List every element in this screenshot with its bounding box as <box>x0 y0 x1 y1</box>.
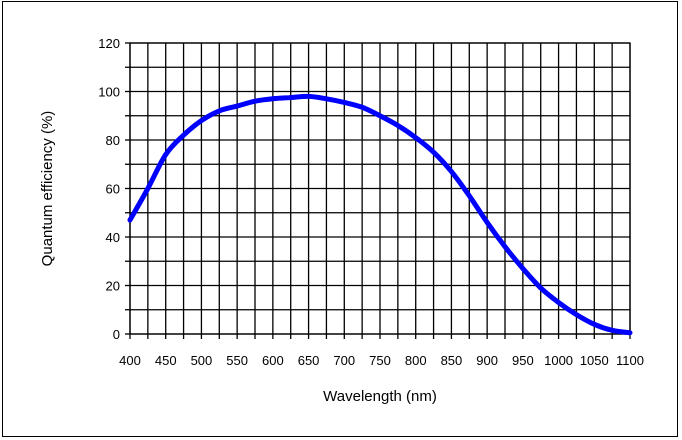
x-tick-label: 400 <box>119 353 141 368</box>
x-tick-label: 950 <box>512 353 534 368</box>
y-axis-title: Quantum efficiency (%) <box>39 111 56 267</box>
y-tick-label: 20 <box>106 279 120 294</box>
x-tick-label: 1050 <box>580 353 609 368</box>
grid <box>125 42 631 339</box>
x-tick-label: 800 <box>405 353 427 368</box>
x-tick-label: 450 <box>155 353 177 368</box>
x-tick-label: 700 <box>333 353 355 368</box>
y-tick-label: 100 <box>98 85 120 100</box>
x-tick-label: 850 <box>441 353 463 368</box>
tick-labels: 0 20 40 60 80 100 120 400 450 500 550 600 650 700 750 8… <box>98 36 644 368</box>
x-tick-label: 900 <box>476 353 498 368</box>
y-tick-label: 40 <box>106 230 120 245</box>
x-tick-label: 750 <box>369 353 391 368</box>
y-tick-label: 80 <box>106 133 120 148</box>
y-tick-label: 0 <box>113 327 120 342</box>
series-line <box>127 93 633 336</box>
x-tick-label: 500 <box>191 353 213 368</box>
y-tick-label: 120 <box>98 36 120 51</box>
x-tick-label: 1100 <box>616 353 644 368</box>
x-tick-label: 550 <box>226 353 248 368</box>
plot-area <box>129 42 631 335</box>
x-tick-label: 1000 <box>544 353 573 368</box>
x-tick-label: 600 <box>262 353 284 368</box>
x-tick-label: 650 <box>298 353 320 368</box>
y-tick-label: 60 <box>106 182 120 197</box>
x-axis-title: Wavelength (nm) <box>323 388 437 405</box>
